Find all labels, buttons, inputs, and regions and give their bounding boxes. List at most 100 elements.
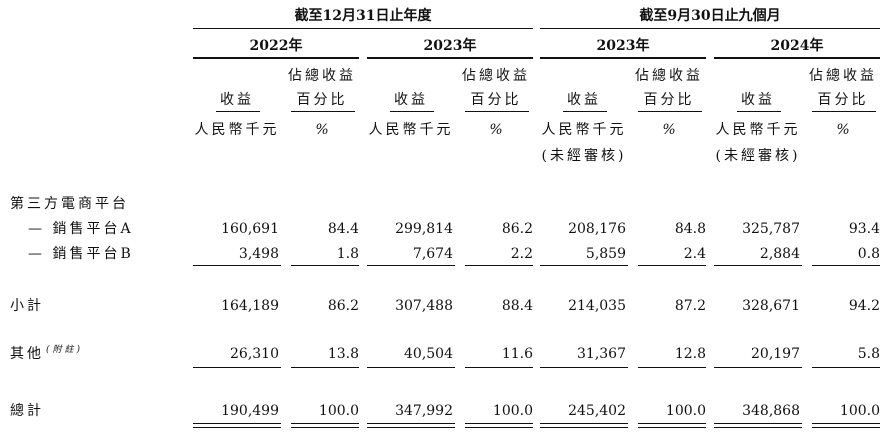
sum-line	[367, 265, 455, 266]
year-underline-2	[367, 57, 533, 59]
sum-line	[540, 367, 628, 368]
cell-platform-a-rev-2024-9m: 325,787	[742, 221, 800, 237]
total-double-line	[638, 423, 706, 428]
cell-platform-a-pct-2022: 84.4	[327, 221, 359, 237]
unit-revenue-2: 人民幣千元	[368, 122, 454, 138]
cell-subtotal-rev-2023: 307,488	[395, 298, 453, 314]
cell-others-rev-2023-9m: 31,367	[577, 346, 626, 362]
cell-platform-a-pct-2023-9m: 84.8	[674, 221, 706, 237]
row-label-platforms: 第三方電商平台	[10, 196, 129, 212]
col-pct-line1-1: 佔總收益	[288, 68, 356, 84]
year-underline-3	[540, 57, 706, 59]
col-pct-line2-1: 百分比	[296, 92, 348, 108]
row-label-others-text: 其他	[10, 346, 44, 362]
col-pct-line1-3: 佔總收益	[635, 68, 703, 84]
col-underline	[737, 111, 781, 112]
sum-line	[291, 367, 359, 368]
col-revenue-3: 收益	[567, 92, 601, 108]
period-header-9m: 截至9月30日止九個月	[639, 8, 781, 24]
sum-line	[465, 367, 533, 368]
cell-subtotal-pct-2022: 86.2	[327, 298, 359, 314]
sum-line	[465, 265, 533, 266]
sum-line	[540, 265, 628, 266]
cell-total-pct-2023: 100.0	[492, 403, 533, 419]
others-note: (附註)	[46, 345, 84, 355]
unit-revenue-4: 人民幣千元	[715, 122, 801, 138]
sum-line	[193, 367, 281, 368]
cell-platform-b-pct-2023-9m: 2.4	[683, 246, 706, 262]
unit-revenue-1: 人民幣千元	[194, 122, 280, 138]
cell-total-rev-2023-9m: 245,402	[568, 403, 626, 419]
cell-subtotal-pct-2023-9m: 87.2	[674, 298, 706, 314]
total-double-line	[540, 423, 628, 428]
total-double-line	[812, 423, 880, 428]
col-pct-line2-4: 百分比	[817, 92, 869, 108]
sum-line	[812, 367, 880, 368]
cell-platform-b-rev-2022: 3,498	[238, 246, 279, 262]
cell-others-rev-2022: 26,310	[230, 346, 279, 362]
row-label-subtotal: 小計	[10, 298, 44, 314]
cell-platform-b-pct-2022: 1.8	[336, 246, 359, 262]
sum-line	[714, 265, 802, 266]
year-underline-1	[193, 57, 359, 59]
col-revenue-1: 收益	[220, 92, 254, 108]
sum-line	[291, 265, 359, 266]
cell-platform-a-rev-2022: 160,691	[221, 221, 279, 237]
unit-revenue-3: 人民幣千元	[541, 122, 627, 138]
col-pct-line1-4: 佔總收益	[809, 68, 877, 84]
cell-platform-a-pct-2024-9m: 93.4	[848, 221, 880, 237]
total-double-line	[291, 423, 359, 428]
cell-others-pct-2022: 13.8	[327, 346, 359, 362]
unit-pct-3: %	[662, 122, 676, 138]
cell-total-pct-2024-9m: 100.0	[839, 403, 880, 419]
cell-total-rev-2024-9m: 348,868	[742, 403, 800, 419]
year-header-2022: 2022年	[249, 38, 303, 54]
sum-line	[638, 265, 706, 266]
col-underline	[465, 111, 529, 112]
cell-others-pct-2023: 11.6	[501, 346, 533, 362]
period-underline-9m	[540, 28, 880, 29]
total-double-line	[193, 423, 281, 428]
col-pct-line1-2: 佔總收益	[462, 68, 530, 84]
total-double-line	[465, 423, 533, 428]
cell-total-rev-2023: 347,992	[395, 403, 453, 419]
cell-platform-a-pct-2023: 86.2	[501, 221, 533, 237]
cell-subtotal-pct-2024-9m: 94.2	[848, 298, 880, 314]
col-underline	[563, 111, 607, 112]
cell-subtotal-rev-2024-9m: 328,671	[742, 298, 800, 314]
cell-platform-b-rev-2023: 7,674	[412, 246, 453, 262]
cell-subtotal-rev-2022: 164,189	[221, 298, 279, 314]
col-underline	[216, 111, 260, 112]
sum-line	[367, 367, 455, 368]
row-label-total: 總計	[10, 403, 44, 419]
unaudited-note-4: (未經審核)	[715, 148, 801, 164]
cell-platform-b-pct-2023: 2.2	[510, 246, 533, 262]
cell-platform-b-rev-2023-9m: 5,859	[585, 246, 626, 262]
cell-others-rev-2023: 40,504	[404, 346, 453, 362]
unit-pct-1: %	[315, 122, 329, 138]
cell-total-rev-2022: 190,499	[221, 403, 279, 419]
col-revenue-2: 收益	[394, 92, 428, 108]
sum-line	[638, 367, 706, 368]
col-underline	[390, 111, 434, 112]
col-underline	[291, 111, 355, 112]
cell-platform-a-rev-2023: 299,814	[395, 221, 453, 237]
year-underline-4	[714, 57, 880, 59]
cell-subtotal-pct-2023: 88.4	[501, 298, 533, 314]
cell-others-pct-2024-9m: 5.8	[857, 346, 880, 362]
total-double-line	[367, 423, 455, 428]
unaudited-note-3: (未經審核)	[541, 148, 627, 164]
col-underline	[812, 111, 876, 112]
col-pct-line2-3: 百分比	[643, 92, 695, 108]
year-header-2023: 2023年	[423, 38, 477, 54]
col-underline	[638, 111, 702, 112]
col-revenue-4: 收益	[741, 92, 775, 108]
cell-total-pct-2023-9m: 100.0	[665, 403, 706, 419]
row-label-others: 其他 (附註)	[10, 345, 84, 364]
unit-pct-2: %	[489, 122, 503, 138]
cell-platform-b-pct-2024-9m: 0.8	[857, 246, 880, 262]
cell-others-pct-2023-9m: 12.8	[674, 346, 706, 362]
period-underline-fy	[193, 28, 533, 29]
cell-platform-a-rev-2023-9m: 208,176	[568, 221, 626, 237]
sum-line	[193, 265, 281, 266]
